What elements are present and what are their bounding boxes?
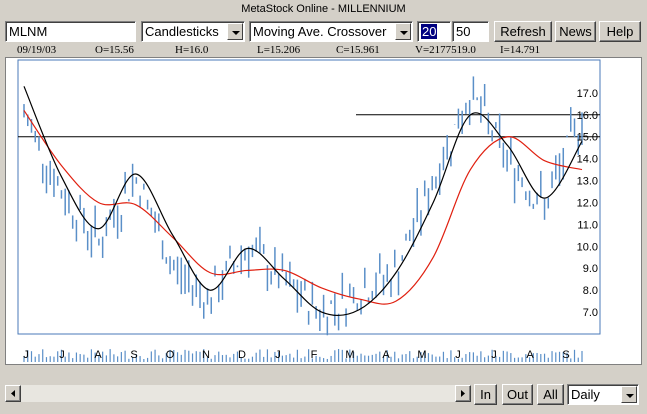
x-tick-label: S — [130, 349, 137, 361]
x-tick-label: A — [526, 349, 534, 361]
info-high: H=16.0 — [175, 44, 209, 56]
chevron-down-icon[interactable] — [227, 23, 243, 40]
x-tick-label: M — [417, 349, 426, 361]
arrow-right-icon — [461, 390, 465, 397]
zoom-all-button[interactable]: All — [537, 384, 564, 405]
zoom-in-button[interactable]: In — [474, 384, 497, 405]
slow-ma-line — [23, 110, 583, 305]
chevron-down-icon[interactable] — [395, 23, 411, 40]
param1-value: 20 — [421, 24, 438, 39]
chevron-down-icon[interactable] — [621, 386, 637, 403]
y-tick-label: 8.0 — [583, 285, 598, 297]
param2-input[interactable]: 50 — [452, 21, 489, 42]
arrow-left-icon — [11, 390, 15, 397]
x-tick-label: F — [311, 349, 318, 361]
chart-canvas: 17.0 16.0 15.0 14.0 13.0 12.0 11.0 10.0 9.0 8.0 7.… — [17, 59, 601, 362]
y-tick-label: 9.0 — [583, 263, 598, 275]
info-low: L=15.206 — [257, 44, 301, 56]
x-tick-label: J — [455, 349, 461, 361]
zoom-out-button[interactable]: Out — [502, 384, 533, 405]
plot-frame — [17, 59, 601, 335]
info-indicator: I=14.791 — [500, 44, 541, 56]
price-chart[interactable]: 17.0 16.0 15.0 14.0 13.0 12.0 11.0 10.0 9.0 8.0 7.… — [5, 57, 642, 365]
system-value: Moving Ave. Crossover — [253, 24, 387, 39]
x-tick-label: J — [23, 349, 29, 361]
x-tick-label: J — [275, 349, 281, 361]
chart-style-select[interactable]: Candlesticks — [141, 21, 245, 42]
param1-input[interactable]: 20 — [417, 21, 451, 42]
x-tick-label: O — [166, 349, 175, 361]
period-select[interactable]: Daily — [567, 384, 639, 405]
y-tick-label: 14.0 — [577, 154, 598, 166]
y-tick-label: 12.0 — [577, 197, 598, 209]
param2-value: 50 — [456, 24, 471, 39]
info-open: O=15.56 — [95, 44, 134, 56]
refresh-button[interactable]: Refresh — [494, 21, 552, 42]
x-tick-label: A — [94, 349, 102, 361]
y-tick-label: 10.0 — [577, 241, 598, 253]
symbol-value: MLNM — [9, 24, 48, 39]
chart-style-value: Candlesticks — [145, 24, 219, 39]
y-tick-label: 13.0 — [577, 176, 598, 188]
info-close: C=15.961 — [336, 44, 380, 56]
x-tick-label: J — [491, 349, 497, 361]
x-tick-label: S — [562, 349, 569, 361]
info-date: 09/19/03 — [17, 44, 57, 56]
y-tick-label: 11.0 — [577, 219, 598, 231]
y-tick-label: 15.0 — [577, 132, 598, 144]
y-tick-label: 17.0 — [577, 88, 598, 100]
help-button[interactable]: Help — [599, 21, 641, 42]
news-button[interactable]: News — [555, 21, 596, 42]
period-value: Daily — [571, 387, 600, 402]
window-title: MetaStock Online - MILLENNIUM — [241, 3, 406, 15]
fast-ma-line — [23, 86, 583, 316]
y-tick-label: 16.0 — [577, 110, 598, 122]
x-tick-label: N — [202, 349, 210, 361]
system-select[interactable]: Moving Ave. Crossover — [249, 21, 413, 42]
symbol-input[interactable]: MLNM — [5, 21, 136, 42]
x-tick-label: A — [382, 349, 390, 361]
x-tick-label: M — [345, 349, 354, 361]
quote-info-bar: 09/19/03 O=15.56 H=16.0 L=15.206 C=15.96… — [0, 44, 647, 57]
scroll-right-button[interactable] — [455, 385, 471, 402]
info-volume: V=2177519.0 — [415, 44, 476, 56]
x-tick-label: D — [238, 349, 246, 361]
scroll-track[interactable] — [21, 385, 455, 402]
scroll-left-button[interactable] — [5, 385, 21, 402]
x-tick-label: J — [59, 349, 65, 361]
y-tick-label: 7.0 — [583, 307, 598, 319]
